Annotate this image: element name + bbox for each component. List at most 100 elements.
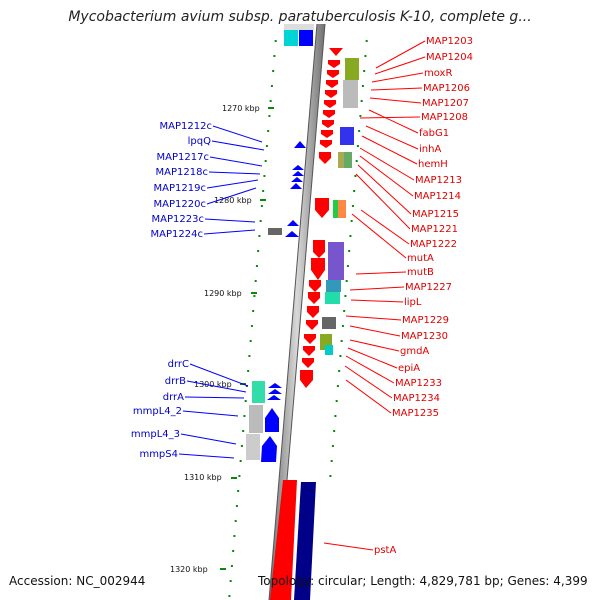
leader-line: [206, 187, 257, 205]
leader-line: [349, 339, 400, 352]
guide-dot: [270, 85, 273, 87]
guide-dot: [264, 160, 267, 162]
gene-label: drrC: [168, 359, 189, 370]
guide-dot: [345, 280, 348, 282]
leader-line: [350, 299, 404, 303]
gene-label: drrB: [165, 376, 186, 387]
guide-dot: [355, 160, 358, 162]
guide-dot: [333, 430, 336, 432]
scale-label: 1270 kbp: [222, 104, 260, 113]
gene-label: MAP1235: [392, 408, 439, 419]
guide-dot: [340, 340, 343, 342]
leader-line: [186, 380, 247, 393]
leader-line: [345, 379, 392, 414]
guide-dot: [252, 310, 255, 312]
scale-ticks: [220, 107, 274, 570]
gene-label: MAP1233: [395, 378, 442, 389]
gene-label: mutB: [407, 267, 434, 278]
gene-label: moxR: [424, 68, 452, 79]
forward-gene-blocks: [294, 58, 359, 600]
gene-label: MAP1206: [423, 83, 470, 94]
leader-line: [180, 433, 237, 445]
guide-dot: [359, 115, 362, 117]
gene-label: MAP1230: [401, 331, 448, 342]
guide-dot: [269, 100, 272, 102]
gene-label: MAP1224c: [151, 229, 203, 240]
leader-line: [344, 365, 393, 399]
leader-line: [209, 156, 263, 167]
gene-label: MAP1222: [410, 239, 457, 250]
gene-label: MAP1217c: [157, 152, 209, 163]
gene-label: MAP1229: [402, 315, 449, 326]
reverse-gene-arrows: [246, 141, 306, 462]
guide-dot: [348, 250, 351, 252]
gene-label: mmpL4_2: [133, 406, 182, 417]
gene-label: MAP1214: [414, 191, 461, 202]
guide-dot: [344, 295, 347, 297]
guide-dot: [253, 295, 256, 297]
gene-label: fabG1: [419, 128, 449, 139]
gene-label: mmpS4: [139, 449, 178, 460]
leader-line: [369, 97, 422, 104]
guide-dot: [330, 460, 333, 462]
guide-dot: [354, 175, 357, 177]
gene-label: MAP1219c: [154, 183, 206, 194]
scale-label: 1320 kbp: [170, 565, 208, 574]
gene-label: MAP1227: [405, 282, 452, 293]
guide-dot: [265, 145, 268, 147]
guide-dot: [331, 445, 334, 447]
leader-line: [365, 125, 419, 150]
gene-label: MAP1221: [411, 224, 458, 235]
leader-line: [208, 171, 261, 175]
leader-line: [359, 147, 415, 181]
gene-label: MAP1218c: [156, 167, 208, 178]
guide-dot: [260, 205, 263, 207]
gene-label: drrA: [163, 392, 184, 403]
scale-label: 1300 kbp: [194, 380, 232, 389]
leader-line: [351, 213, 407, 259]
guide-dot: [360, 100, 363, 102]
guide-dot: [243, 415, 246, 417]
forward-strand-guide: [329, 40, 368, 477]
gene-label: MAP1207: [422, 98, 469, 109]
leader-line: [182, 410, 239, 417]
leader-line: [359, 116, 421, 119]
leader-line: [355, 173, 411, 230]
gene-label: mutA: [407, 253, 434, 264]
gene-block-reverse-top: [284, 24, 314, 46]
gene-label: inhA: [419, 144, 441, 155]
leader-line: [360, 209, 410, 245]
guide-dot: [272, 70, 275, 72]
guide-dot: [267, 130, 270, 132]
leader-line: [349, 325, 401, 337]
guide-dot: [353, 190, 356, 192]
forward-gene-labels: MAP1203 MAP1204 moxR MAP1206 MAP1207 MAP…: [374, 36, 473, 556]
gene-label: lipL: [404, 297, 422, 308]
label-leader-lines: [178, 40, 426, 551]
gene-label: pstA: [374, 545, 396, 556]
backbone-edge: [268, 23, 318, 600]
guide-dot: [259, 220, 262, 222]
leader-line: [345, 355, 395, 384]
leader-line: [370, 87, 423, 91]
guide-dot: [239, 460, 242, 462]
guide-dot: [232, 550, 235, 552]
gene-label: MAP1212c: [160, 121, 212, 132]
guide-dot: [274, 40, 277, 42]
guide-dot: [237, 490, 240, 492]
gene-label: MAP1203: [426, 36, 473, 47]
accession-text: Accession: NC_002944: [9, 574, 146, 588]
guide-dot: [351, 205, 354, 207]
leader-line: [178, 453, 235, 459]
leader-line: [184, 396, 245, 399]
scale-label: 1290 kbp: [204, 289, 242, 298]
guide-dot: [365, 40, 368, 42]
guide-dot: [336, 385, 339, 387]
reverse-gene-labels: MAP1212c lpqQ MAP1217c MAP1218c MAP1219c…: [131, 121, 212, 460]
guide-dot: [358, 130, 361, 132]
guide-dot: [247, 370, 250, 372]
leader-line: [323, 542, 374, 551]
reverse-strand-guide: [228, 40, 277, 597]
guide-dot: [238, 475, 241, 477]
